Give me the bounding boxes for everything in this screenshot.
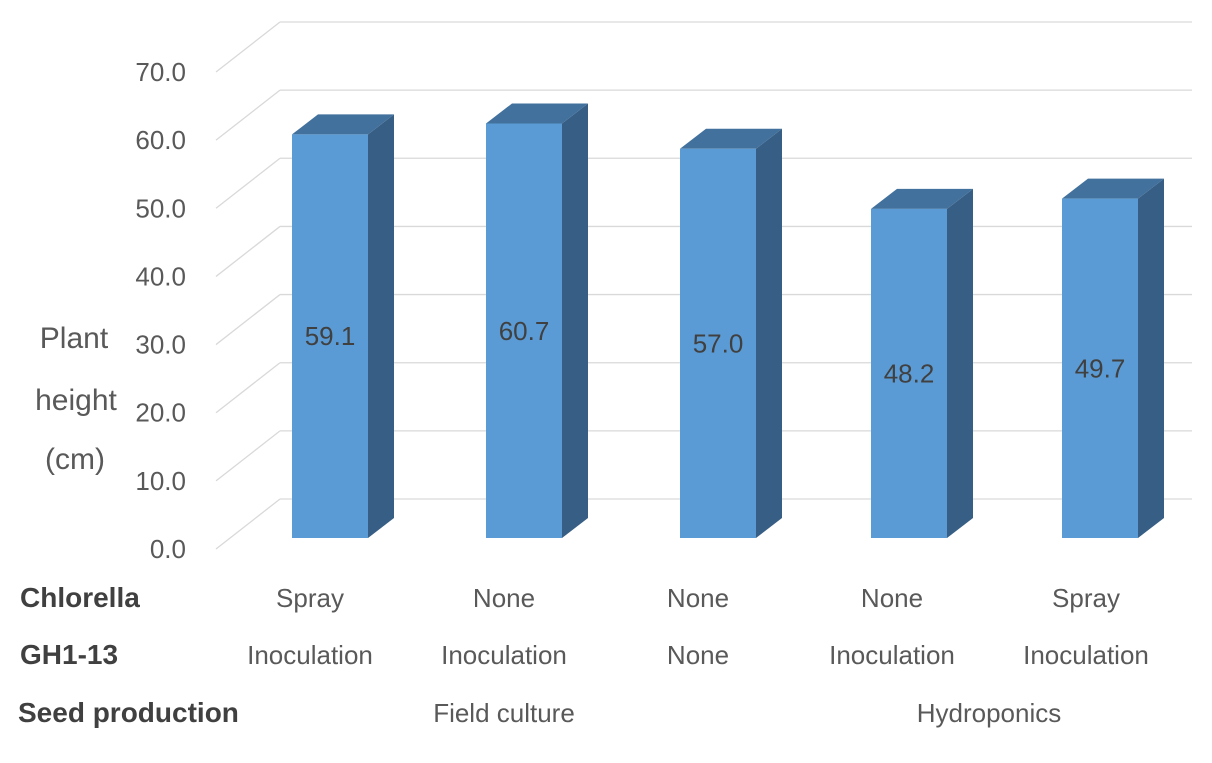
y-tick-label: 60.0 xyxy=(135,125,186,155)
bar-3d xyxy=(292,114,394,538)
category-cell: None xyxy=(861,583,923,613)
y-tick-label: 70.0 xyxy=(135,57,186,87)
bar-value-label: 60.7 xyxy=(499,316,550,346)
y-gridline-diagonal xyxy=(215,498,281,550)
bar-front-face xyxy=(1062,198,1138,538)
y-gridline-diagonal xyxy=(215,21,281,73)
bar-side-face xyxy=(1138,178,1164,538)
category-cell: Spray xyxy=(1052,583,1120,613)
bar-top-face xyxy=(1062,178,1164,199)
y-axis-title-line-3: (cm) xyxy=(45,443,105,476)
bar-3d xyxy=(871,188,973,538)
y-gridline-diagonal xyxy=(215,294,281,346)
category-cell: Inoculation xyxy=(829,640,955,670)
bar-front-face xyxy=(292,134,368,538)
bar-side-face xyxy=(368,114,394,538)
bar-front-face xyxy=(486,123,562,539)
y-gridline-diagonal xyxy=(215,89,281,141)
bar-value-label: 57.0 xyxy=(693,328,744,358)
category-cells-layer: Spray None None None Spray Inoculation Inocula… xyxy=(247,583,1149,728)
y-gridline-diagonal xyxy=(215,362,281,414)
bar-side-face xyxy=(562,103,588,539)
bar-side-face xyxy=(947,188,973,538)
category-row-headers: Chlorella GH1-13 Seed production xyxy=(18,582,239,728)
bar-top-face xyxy=(292,114,394,135)
category-cell: None xyxy=(473,583,535,613)
y-tick-label: 30.0 xyxy=(135,330,186,360)
data-labels-layer: 59.1 60.7 57.0 48.2 49.7 xyxy=(305,316,1126,389)
bar-front-face xyxy=(871,208,947,538)
y-tick-label: 50.0 xyxy=(135,193,186,223)
category-row-header-chlorella: Chlorella xyxy=(20,582,140,613)
bar-top-face xyxy=(680,128,782,149)
bar-3d xyxy=(486,103,588,539)
category-group-label: Field culture xyxy=(433,698,575,728)
category-cell: None xyxy=(667,583,729,613)
category-cell: Inoculation xyxy=(441,640,567,670)
category-cell: Inoculation xyxy=(1023,640,1149,670)
bar-value-label: 48.2 xyxy=(884,358,935,388)
bar-top-face xyxy=(871,188,973,209)
y-axis-title: Plant height (cm) xyxy=(35,322,117,476)
y-axis-title-line-2: height xyxy=(35,384,117,417)
y-gridline-diagonal xyxy=(215,157,281,209)
bar-front-face xyxy=(680,148,756,538)
y-tick-labels-layer: 70.0 60.0 50.0 40.0 30.0 20.0 10.0 0.0 xyxy=(135,57,186,564)
category-cell: Spray xyxy=(276,583,344,613)
y-tick-label: 10.0 xyxy=(135,466,186,496)
bar-3d xyxy=(680,128,782,538)
bar-value-label: 49.7 xyxy=(1075,353,1126,383)
category-cell: Inoculation xyxy=(247,640,373,670)
bar-3d xyxy=(1062,178,1164,538)
bar-side-face xyxy=(756,128,782,538)
category-group-label: Hydroponics xyxy=(917,698,1062,728)
y-axis-title-line-1: Plant xyxy=(40,322,109,355)
y-tick-label: 0.0 xyxy=(150,534,186,564)
y-tick-label: 40.0 xyxy=(135,261,186,291)
bar-value-label: 59.1 xyxy=(305,321,356,351)
y-tick-label: 20.0 xyxy=(135,398,186,428)
y-gridline-diagonal xyxy=(215,225,281,277)
category-row-header-gh1-13: GH1-13 xyxy=(20,639,118,670)
y-gridline-diagonal xyxy=(215,430,281,482)
category-row-header-seed-production: Seed production xyxy=(18,697,239,728)
bar-top-face xyxy=(486,103,588,124)
bars-layer xyxy=(292,103,1164,539)
category-cell: None xyxy=(667,640,729,670)
